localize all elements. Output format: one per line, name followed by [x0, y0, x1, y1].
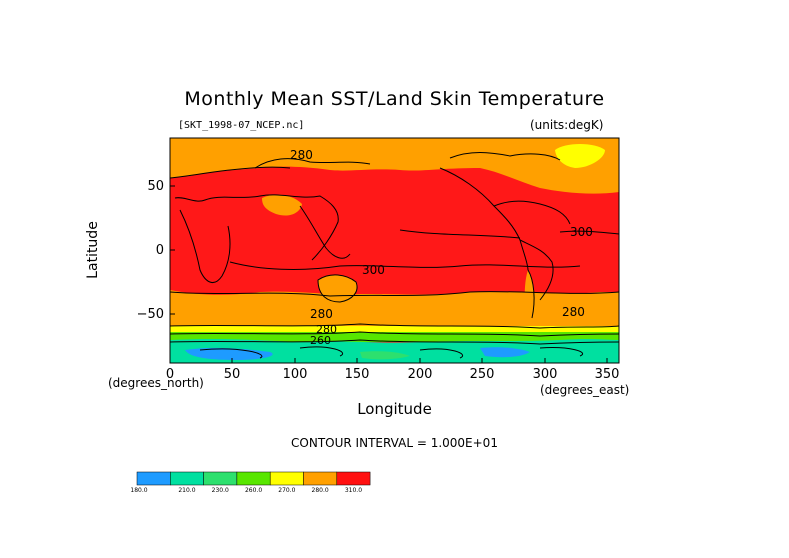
colorbar-swatch: [170, 471, 204, 486]
south-america-tip: [524, 270, 535, 320]
tibet-plateau: [262, 194, 302, 216]
southern-green-band: [170, 332, 619, 342]
colorbar-swatch: [269, 471, 304, 486]
colorbar-label: 260.0: [244, 487, 263, 494]
x-tick-label: 350: [594, 367, 620, 382]
contour-label: 280: [310, 307, 333, 321]
southern-yellow-band: [170, 326, 619, 334]
file-label: [SKT_1998-07_NCEP.nc]: [178, 120, 305, 131]
colorbar-label: 270.0: [278, 487, 296, 494]
lat-units-label: (degrees_north): [108, 376, 204, 390]
coastlines: [170, 152, 619, 359]
x-tick-label: 300: [532, 367, 558, 382]
units-label: (units:degK): [530, 118, 604, 132]
colorbar-swatch: [303, 471, 338, 486]
y-tick-label: 0: [155, 243, 164, 258]
x-tick-label: 200: [407, 367, 433, 382]
colorbar-label: 280.0: [311, 487, 329, 494]
x-tick-label: 50: [223, 367, 241, 382]
contour-label: 280: [562, 305, 585, 319]
x-tick-label: 0: [165, 367, 175, 382]
colorbar-label: 180.0: [130, 487, 148, 494]
colorbar-swatch: [336, 471, 371, 486]
x-axis-label: Longitude: [357, 400, 432, 418]
colorbar-label: 230.0: [211, 487, 229, 494]
x-tick-label: 150: [344, 367, 370, 382]
tick-marks: [169, 185, 608, 363]
colorbar-swatch: [236, 471, 271, 486]
south-mid-band: [170, 290, 619, 330]
contour-label: 280: [290, 148, 313, 162]
map-title: Monthly Mean SST/Land Skin Temperature: [184, 88, 605, 110]
contour-label: 260: [310, 334, 331, 347]
lon-units-label: (degrees_east): [540, 383, 630, 397]
greenland-cold: [555, 144, 605, 168]
antarctica-green-patch: [360, 351, 410, 360]
north-mid-band: [170, 138, 619, 194]
contour-label: 300: [570, 225, 593, 239]
colorbar-label: 210.0: [178, 487, 196, 494]
map-field: [170, 138, 619, 363]
antarctica-blue-1: [185, 347, 273, 360]
colorbar-label: 310.0: [344, 487, 363, 494]
contour-label: 300: [362, 263, 385, 277]
antarctica-blue-2: [480, 347, 530, 358]
y-tick-label: −50: [136, 307, 164, 322]
colorbar-swatch: [136, 471, 171, 486]
x-tick-label: 100: [282, 367, 308, 382]
x-tick-label: 250: [469, 367, 495, 382]
contour-label: 280: [316, 323, 337, 336]
y-tick-label: 50: [147, 179, 164, 194]
contour-interval-text: CONTOUR INTERVAL = 1.000E+01: [291, 436, 498, 450]
colorbar-swatch: [203, 471, 238, 486]
